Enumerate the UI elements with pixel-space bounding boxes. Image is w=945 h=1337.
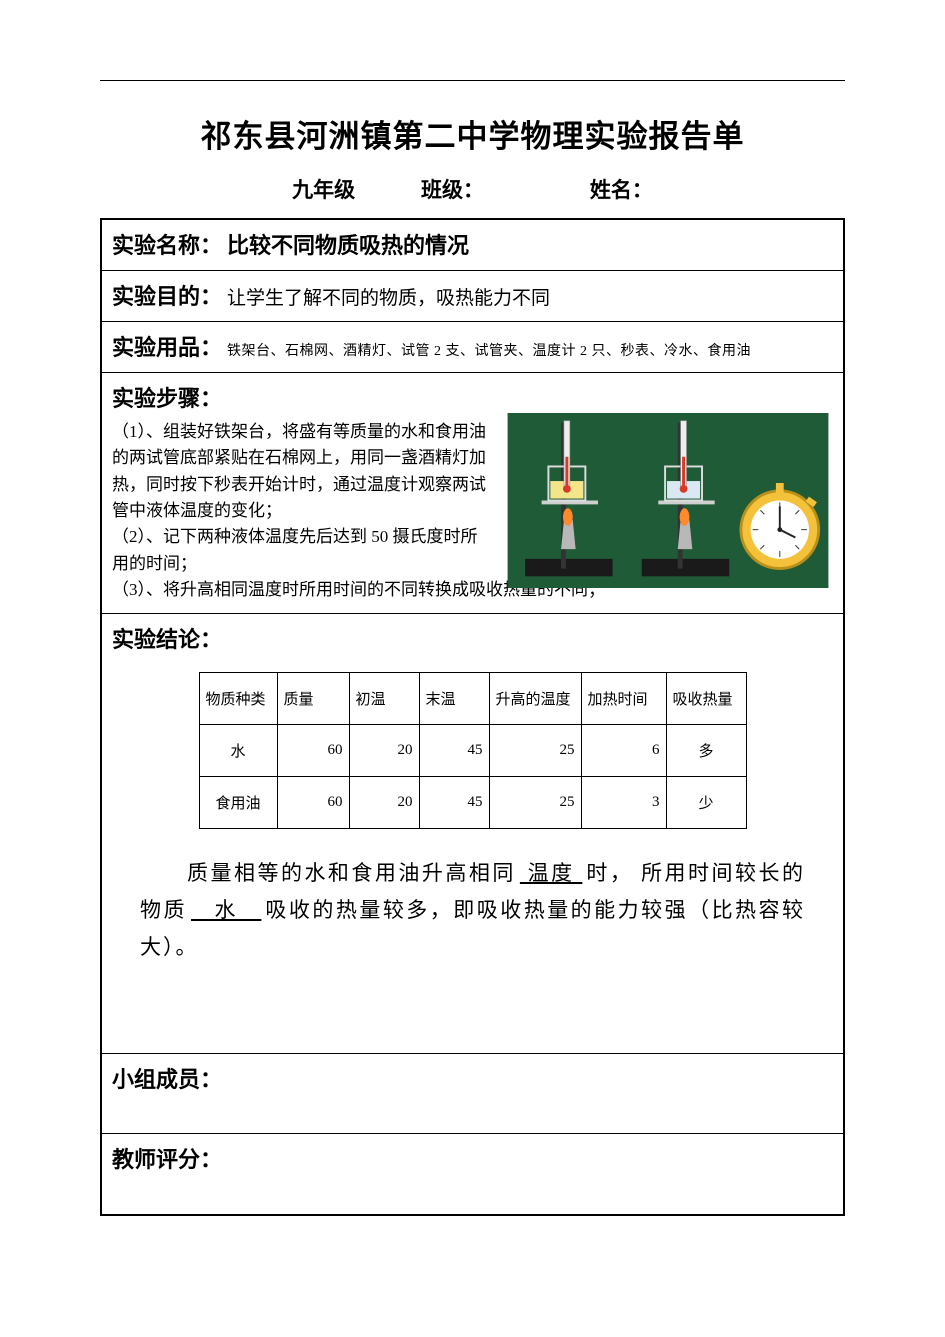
th-time: 加热时间 xyxy=(581,673,666,725)
apparatus-diagram xyxy=(503,413,833,588)
table-row: 水 60 20 45 25 6 多 xyxy=(199,725,746,777)
conclusion-label: 实验结论： xyxy=(112,622,833,654)
cell-t0: 20 xyxy=(349,777,419,829)
grade-text: 九年级 xyxy=(292,174,355,204)
step-1: （1）、组装好铁架台，将盛有等质量的水和食用油的两试管底部紧贴在石棉网上，用同一… xyxy=(112,419,487,524)
cell-heat: 少 xyxy=(666,777,746,829)
cell-name: 水 xyxy=(199,725,277,777)
members-label: 小组成员： xyxy=(112,1067,222,1092)
cell-mass: 60 xyxy=(277,725,349,777)
steps-label: 实验步骤： xyxy=(112,381,833,413)
cell-mass: 60 xyxy=(277,777,349,829)
row-exp-goal: 实验目的： 让学生了解不同的物质，吸热能力不同 xyxy=(102,271,843,322)
conclusion-text: 质量相等的水和食用油升高相同 温度 时， 所用时间较长的物质 水 吸收的热量较多… xyxy=(140,855,805,965)
th-heat: 吸收热量 xyxy=(666,673,746,725)
step-2: （2）、记下两种液体温度先后达到 50 摄氏度时所用的时间； xyxy=(112,524,487,577)
cell-t0: 20 xyxy=(349,725,419,777)
row-members: 小组成员： xyxy=(102,1054,843,1134)
exp-name-value: 比较不同物质吸热的情况 xyxy=(227,233,469,258)
exp-name-label: 实验名称： xyxy=(112,233,222,258)
th-t1: 末温 xyxy=(419,673,489,725)
score-label: 教师评分： xyxy=(112,1147,222,1172)
sub-header: 九年级 班级： 姓名： xyxy=(100,174,845,204)
row-exp-tools: 实验用品： 铁架台、石棉网、酒精灯、试管 2 支、试管夹、温度计 2 只、秒表、… xyxy=(102,322,843,373)
table-header-row: 物质种类 质量 初温 末温 升高的温度 加热时间 吸收热量 xyxy=(199,673,746,725)
class-label: 班级： xyxy=(421,174,484,204)
ct-pre: 质量相等的水和食用油升高相同 xyxy=(187,861,516,885)
cell-heat: 多 xyxy=(666,725,746,777)
report-frame: 实验名称： 比较不同物质吸热的情况 实验目的： 让学生了解不同的物质，吸热能力不… xyxy=(100,218,845,1216)
cell-dt: 25 xyxy=(489,725,581,777)
th-t0: 初温 xyxy=(349,673,419,725)
exp-goal-label: 实验目的： xyxy=(112,284,222,309)
exp-goal-value: 让学生了解不同的物质，吸热能力不同 xyxy=(227,288,550,309)
name-label: 姓名： xyxy=(590,174,653,204)
exp-tools-label: 实验用品： xyxy=(112,335,222,360)
row-steps: 实验步骤： （1）、组装好铁架台，将盛有等质量的水和食用油的两试管底部紧贴在石棉… xyxy=(102,373,843,614)
cell-t1: 45 xyxy=(419,725,489,777)
row-score: 教师评分： xyxy=(102,1134,843,1214)
row-conclusion: 实验结论： 物质种类 质量 初温 末温 升高的温度 加热时间 吸收热量 水 60… xyxy=(102,614,843,1054)
top-rule xyxy=(100,80,845,81)
th-mass: 质量 xyxy=(277,673,349,725)
row-exp-name: 实验名称： 比较不同物质吸热的情况 xyxy=(102,220,843,271)
ct-blank1: 温度 xyxy=(516,861,586,885)
th-substance: 物质种类 xyxy=(199,673,277,725)
page-title: 祁东县河洲镇第二中学物理实验报告单 xyxy=(100,111,845,156)
ct-blank2: 水 xyxy=(187,898,265,922)
cell-t1: 45 xyxy=(419,777,489,829)
cell-time: 3 xyxy=(581,777,666,829)
th-dt: 升高的温度 xyxy=(489,673,581,725)
cell-name: 食用油 xyxy=(199,777,277,829)
exp-tools-value: 铁架台、石棉网、酒精灯、试管 2 支、试管夹、温度计 2 只、秒表、冷水、食用油 xyxy=(227,344,751,359)
table-row: 食用油 60 20 45 25 3 少 xyxy=(199,777,746,829)
cell-time: 6 xyxy=(581,725,666,777)
data-table: 物质种类 质量 初温 末温 升高的温度 加热时间 吸收热量 水 60 20 45… xyxy=(199,672,747,829)
cell-dt: 25 xyxy=(489,777,581,829)
